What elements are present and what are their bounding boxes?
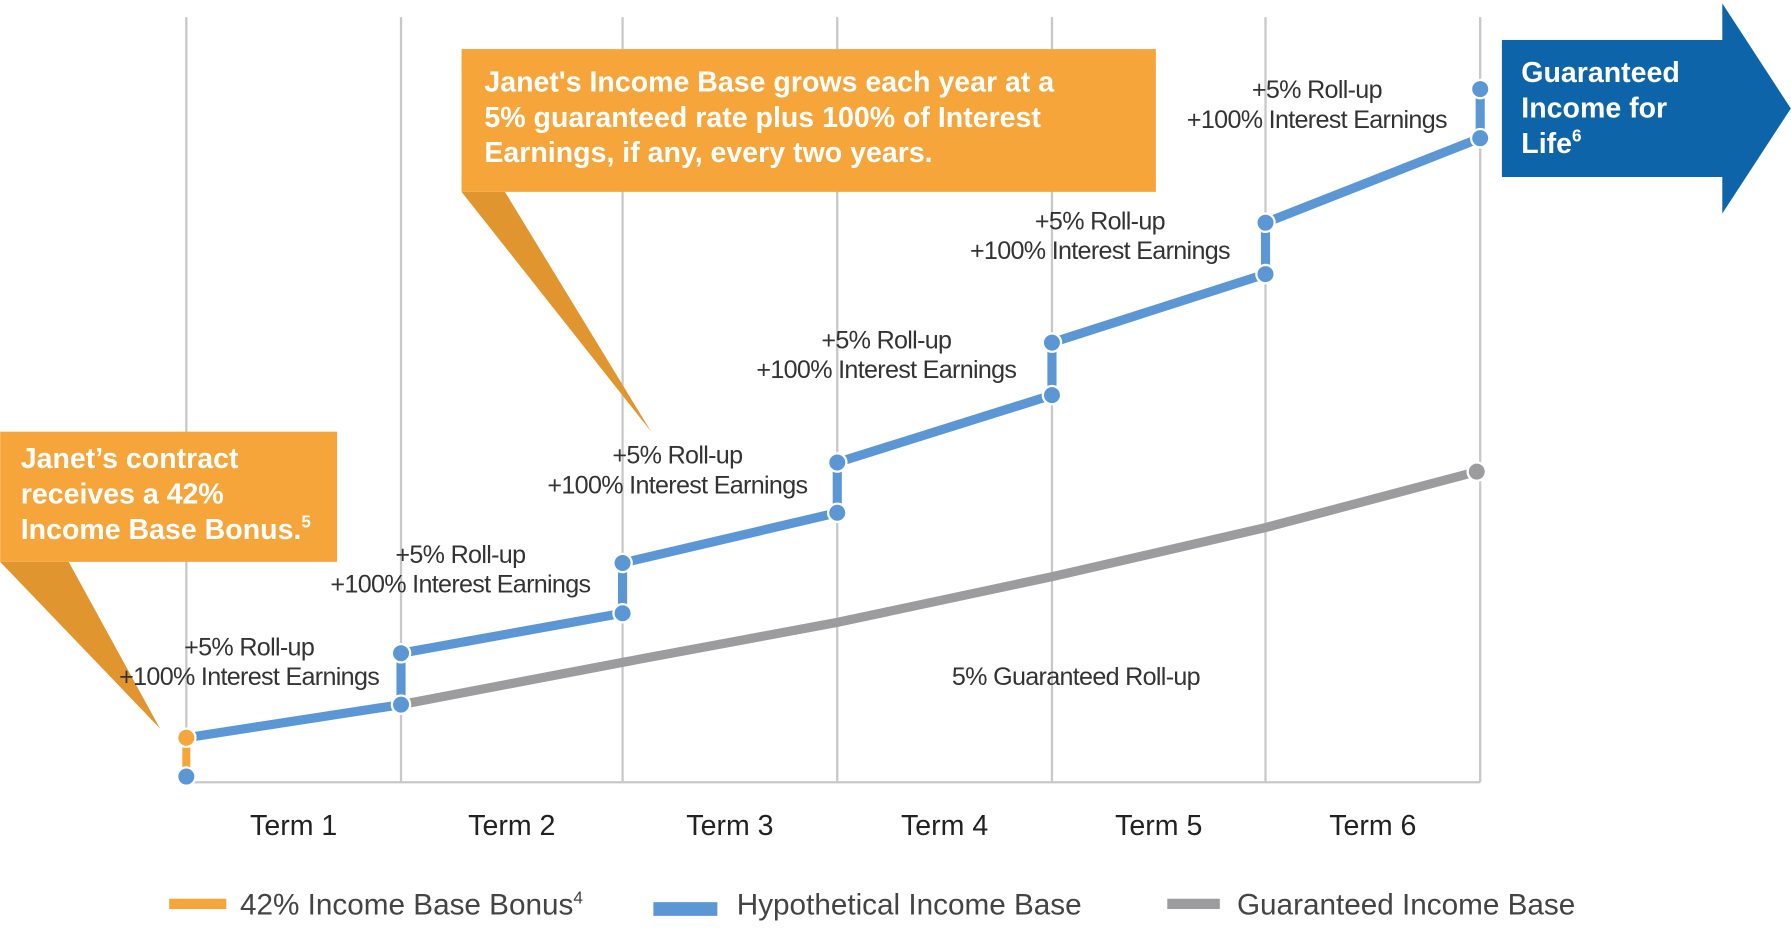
callout-box — [461, 49, 1156, 192]
callout-line: Janet's Income Base grows each year at a — [484, 66, 1055, 98]
callout-line: Guaranteed — [1521, 57, 1680, 89]
callout-text: Income Base Bonus.5 — [21, 513, 312, 546]
legend-label: 42% Income Base Bonus4 — [240, 888, 583, 921]
step-label: +100% Interest Earnings — [547, 471, 807, 499]
callout-pointer — [0, 561, 161, 729]
callout-text: Janet's Income Base grows each year at a — [484, 66, 1055, 98]
step-label: +100% Interest Earnings — [119, 663, 379, 691]
legend-text: Guaranteed Income Base — [1237, 889, 1575, 922]
legend-swatch — [653, 902, 718, 916]
step-label: +100% Interest Earnings — [756, 356, 1016, 384]
callout-text: Income for — [1521, 93, 1667, 125]
legend-text: Hypothetical Income Base — [737, 889, 1082, 922]
callout-line: 5% guaranteed rate plus 100% of Interest — [484, 102, 1041, 134]
callout-text: Life6 — [1521, 127, 1581, 160]
step-label: +100% Interest Earnings — [1187, 106, 1447, 134]
term-label: Term 5 — [1115, 810, 1202, 842]
term-label: Term 3 — [686, 810, 773, 842]
legend-text: 42% Income Base Bonus — [240, 889, 573, 922]
callout-text: Guaranteed — [1521, 57, 1680, 89]
callout-text: 5% guaranteed rate plus 100% of Interest — [484, 102, 1041, 134]
callout-box — [0, 431, 338, 562]
dots — [176, 78, 1491, 787]
legend-label: Hypothetical Income Base — [737, 889, 1082, 922]
guaranteed-line — [400, 467, 1478, 710]
callout-line: Janet’s contract — [21, 443, 239, 475]
superscript: 5 — [301, 513, 311, 532]
step-label: +100% Interest Earnings — [970, 237, 1230, 265]
arrow — [1501, 3, 1791, 214]
step-label: +5% Roll-up — [821, 326, 951, 354]
term-label: Term 1 — [250, 810, 337, 842]
step-label: +100% Interest Earnings — [330, 571, 590, 599]
series-label: 5% Guaranteed Roll-up — [952, 663, 1200, 691]
callout-line: Life — [1521, 128, 1572, 160]
legend-label: Guaranteed Income Base — [1237, 889, 1575, 922]
callout-line: Income Base Bonus. — [21, 514, 302, 546]
term-label: Term 4 — [901, 810, 988, 842]
step-label: +5% Roll-up — [612, 442, 742, 470]
callout-line: receives a 42% — [21, 479, 224, 511]
callout-text: receives a 42% — [21, 479, 224, 511]
step-label: +5% Roll-up — [1035, 208, 1165, 236]
term-label: Term 2 — [468, 810, 555, 842]
term-label: Term 6 — [1329, 810, 1416, 842]
step-label: +5% Roll-up — [395, 541, 525, 569]
legend-swatch — [1167, 898, 1220, 910]
callout-text: Janet’s contract — [21, 443, 239, 475]
callout-line: Income for — [1521, 93, 1667, 125]
superscript: 6 — [1572, 127, 1582, 146]
step-label: +5% Roll-up — [184, 633, 314, 661]
step-label: +5% Roll-up — [1252, 76, 1382, 104]
callout-text: Earnings, if any, every two years. — [484, 137, 932, 169]
callout-line: Earnings, if any, every two years. — [484, 137, 932, 169]
legend-swatch — [169, 898, 227, 910]
superscript: 4 — [573, 888, 583, 907]
